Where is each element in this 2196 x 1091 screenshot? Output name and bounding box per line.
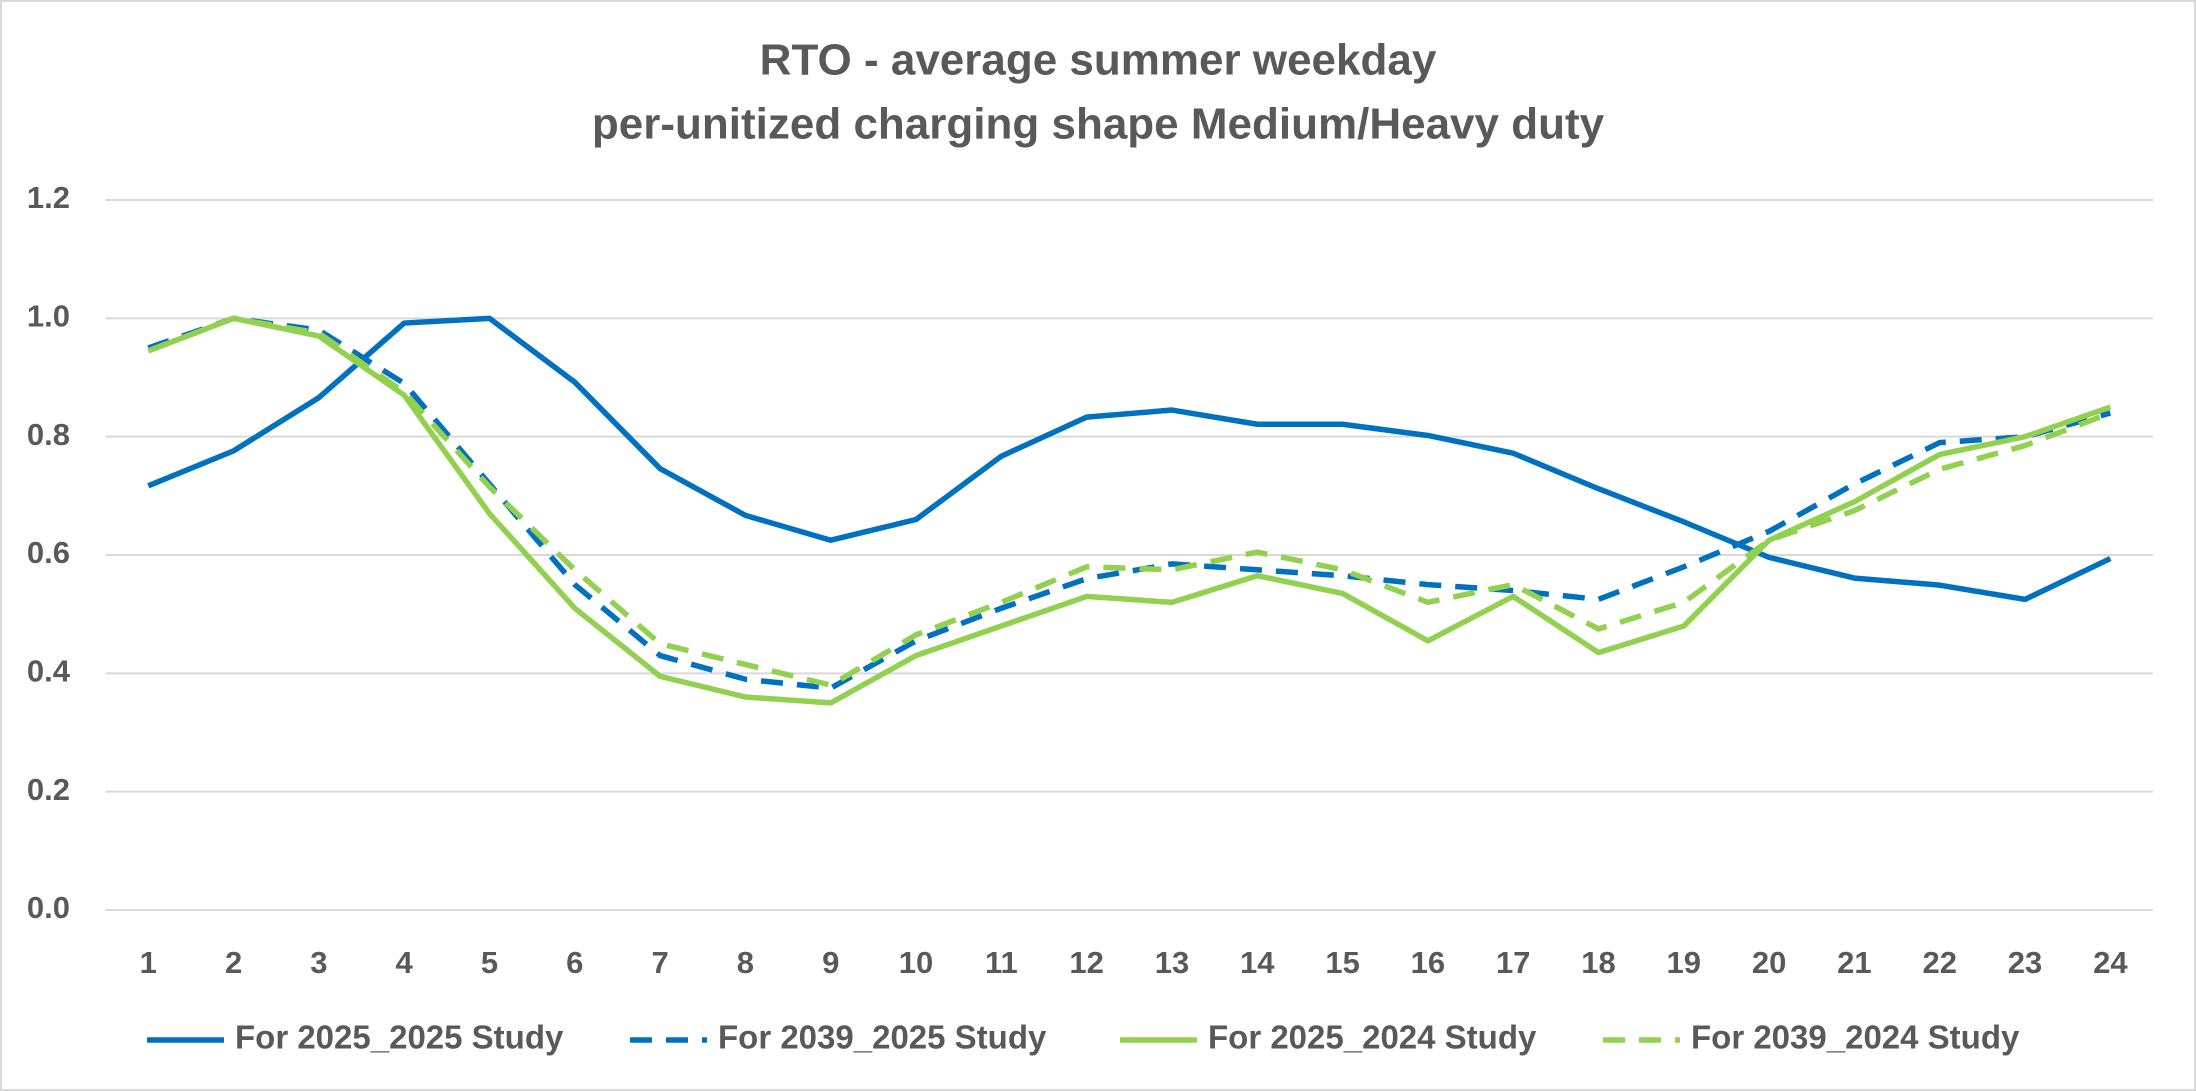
x-tick-label: 21: [1837, 945, 1871, 980]
series-line: [147, 315, 2112, 688]
x-tick-label: 23: [2008, 945, 2042, 980]
x-tick-label: 24: [2093, 945, 2128, 980]
x-tick-label: 19: [1667, 945, 1701, 980]
x-tick-label: 10: [899, 945, 933, 980]
y-tick-label: 1.2: [27, 180, 70, 215]
y-tick-label: 0.8: [27, 417, 70, 452]
legend-label: For 2039_2025 Study: [718, 1019, 1047, 1056]
series-line: [147, 315, 2112, 691]
x-tick-label: 11: [985, 945, 1018, 980]
x-tick-label: 9: [822, 945, 839, 980]
x-tick-label: 15: [1325, 945, 1359, 980]
x-tick-label: 17: [1496, 945, 1530, 980]
x-tick-label: 7: [651, 945, 668, 980]
x-tick-label: 14: [1240, 945, 1275, 980]
legend-label: For 2025_2025 Study: [235, 1019, 564, 1056]
legend-label: For 2025_2024 Study: [1208, 1019, 1537, 1056]
y-tick-label: 0.6: [27, 535, 70, 570]
x-tick-label: 12: [1069, 945, 1103, 980]
x-tick-label: 16: [1411, 945, 1445, 980]
x-tick-label: 3: [310, 945, 327, 980]
x-tick-label: 6: [566, 945, 583, 980]
x-tick-label: 18: [1581, 945, 1615, 980]
y-tick-label: 0.2: [27, 772, 70, 807]
legend-label: For 2039_2024 Study: [1691, 1019, 2020, 1056]
y-tick-label: 1.0: [27, 299, 70, 334]
x-tick-label: 13: [1155, 945, 1189, 980]
y-tick-label: 0.0: [27, 890, 70, 925]
chart-title: per-unitized charging shape Medium/Heavy…: [592, 100, 1605, 149]
x-tick-label: 5: [481, 945, 498, 980]
series-line: [147, 315, 2112, 603]
x-tick-label: 2: [225, 945, 242, 980]
x-tick-label: 20: [1752, 945, 1786, 980]
x-tick-label: 22: [1922, 945, 1956, 980]
y-tick-label: 0.4: [27, 654, 71, 689]
x-tick-label: 4: [396, 945, 414, 980]
x-tick-label: 8: [737, 945, 754, 980]
chart-title: RTO - average summer weekday: [760, 36, 1437, 85]
x-tick-label: 1: [140, 945, 157, 980]
